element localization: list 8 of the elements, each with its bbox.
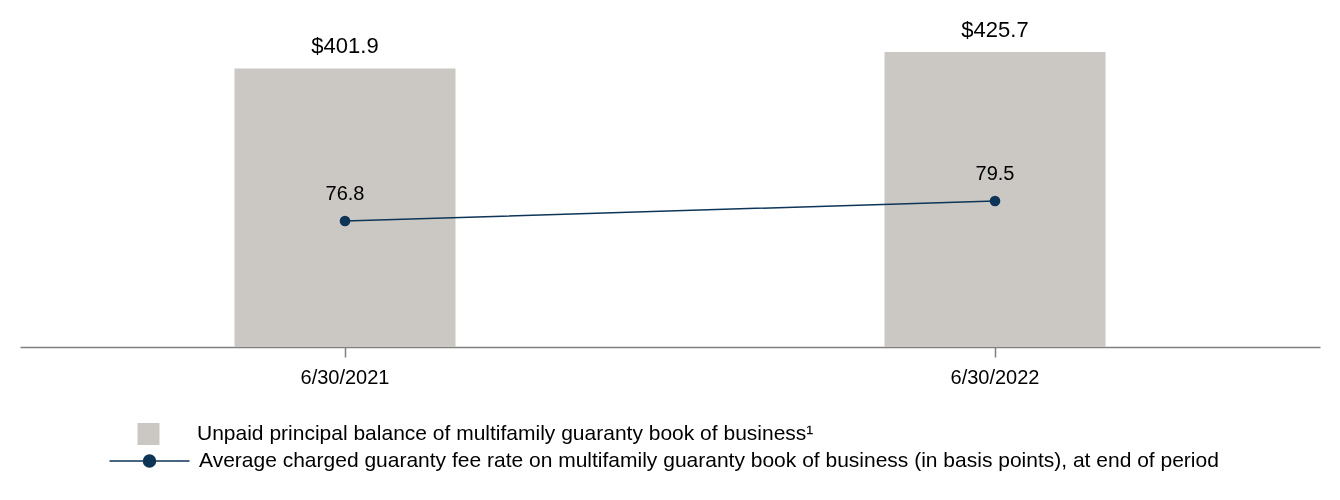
- x-tick-label: 6/30/2021: [300, 365, 390, 388]
- data-label: 79.5: [975, 162, 1015, 184]
- legend-label: Unpaid principal balance of multifamily guaranty book of business¹: [197, 421, 814, 444]
- legend-label: Average charged guaranty fee rate on multifamily guaranty book of business (in basis points), at end of period: [199, 448, 1219, 471]
- data-label: 76.8: [325, 182, 365, 204]
- data-label: $425.7: [961, 17, 1029, 42]
- data-label: $401.9: [311, 33, 379, 59]
- x-tick-label: 6/30/2022: [950, 365, 1040, 388]
